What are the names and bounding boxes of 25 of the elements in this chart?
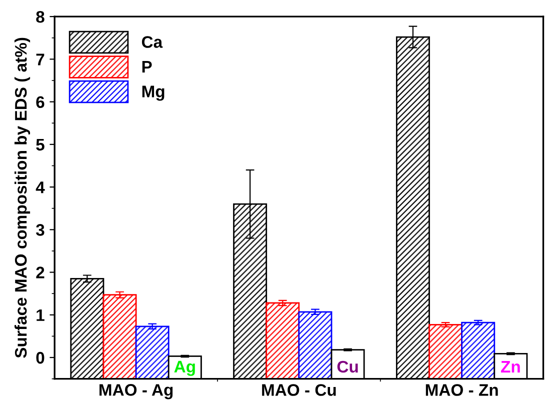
y-tick-label: 0 bbox=[36, 352, 44, 364]
annotation: Zn bbox=[501, 361, 520, 372]
annotation: Cu bbox=[337, 360, 358, 373]
bar bbox=[266, 302, 300, 379]
y-tick-label: 3 bbox=[36, 224, 44, 236]
y-tick-label: 8 bbox=[36, 10, 44, 23]
x-tick-label: MAO - Cu bbox=[262, 384, 336, 396]
bar bbox=[298, 311, 332, 379]
bar bbox=[102, 294, 137, 379]
x-tick-label: MAO - Ag bbox=[100, 384, 173, 400]
y-tick-label: 6 bbox=[36, 96, 44, 108]
legend-label: P bbox=[142, 61, 152, 72]
bar bbox=[135, 326, 170, 379]
x-tick-label: MAO - Zn bbox=[426, 384, 498, 396]
y-tick-label: 7 bbox=[36, 54, 44, 66]
y-axis-title: Surface MAO composition by EDS ( at%) bbox=[14, 38, 30, 358]
y-tick-label: 2 bbox=[36, 266, 44, 278]
y-tick-label: 1 bbox=[36, 309, 44, 321]
y-tick-label: 5 bbox=[36, 138, 44, 151]
legend-label: Ca bbox=[142, 36, 163, 48]
bar bbox=[428, 324, 463, 379]
annotation: Ag bbox=[174, 360, 195, 376]
y-tick-label: 4 bbox=[36, 182, 45, 194]
legend-label: Mg bbox=[142, 86, 164, 101]
bar bbox=[461, 322, 496, 379]
